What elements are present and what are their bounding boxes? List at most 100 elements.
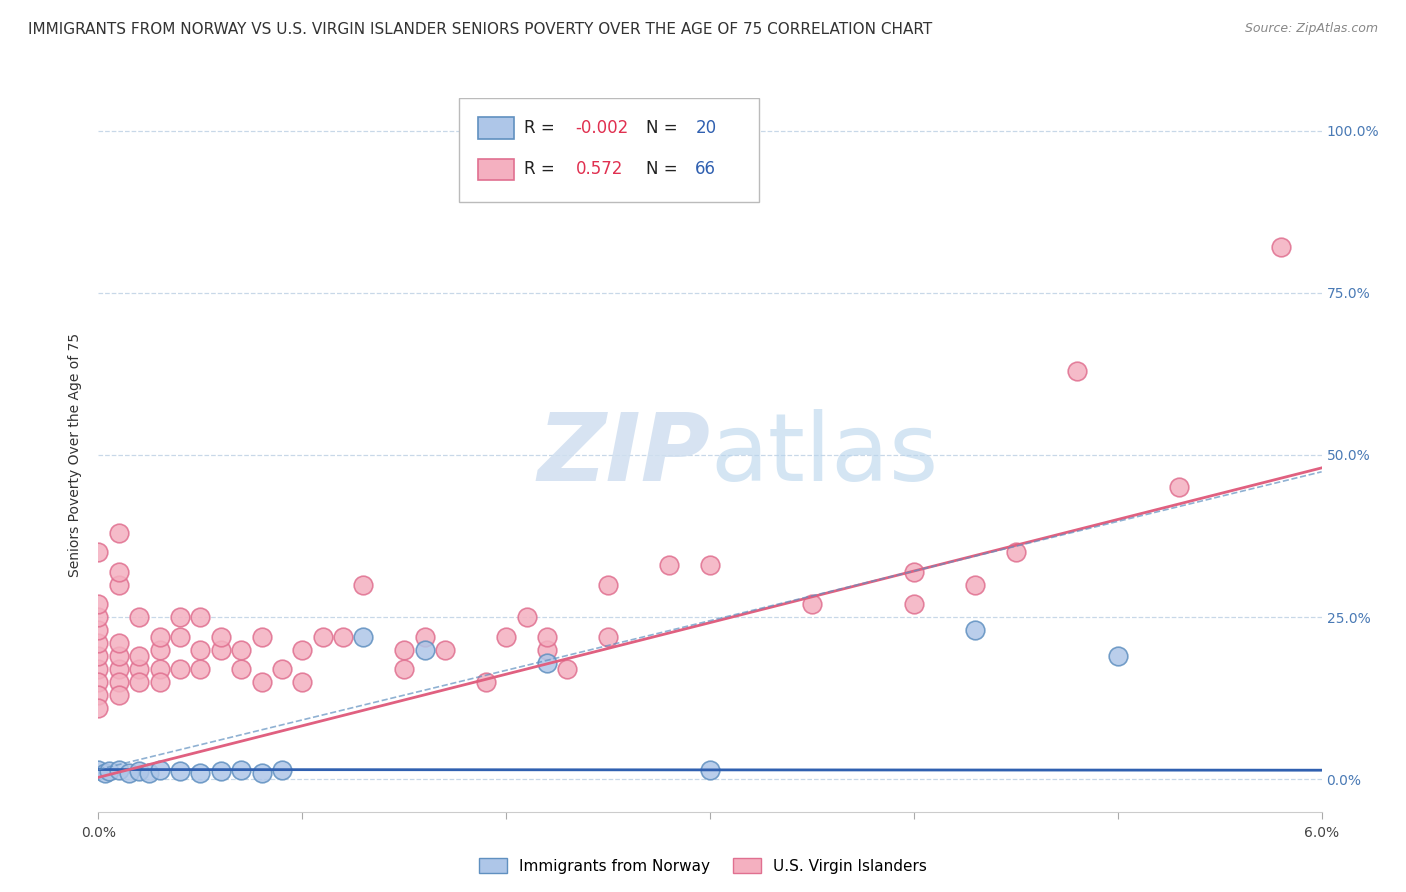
Point xyxy=(87,688,110,702)
Point xyxy=(108,688,131,702)
Point xyxy=(536,642,558,657)
Point xyxy=(108,675,131,690)
Point xyxy=(392,662,416,676)
Point xyxy=(149,630,172,644)
Point xyxy=(108,577,131,591)
Text: atlas: atlas xyxy=(710,409,938,501)
Point xyxy=(291,675,314,690)
Point xyxy=(169,662,191,676)
Point xyxy=(149,763,172,777)
Point xyxy=(87,623,110,637)
Point xyxy=(1066,363,1088,377)
Point xyxy=(250,630,273,644)
Point xyxy=(138,765,160,780)
Point xyxy=(555,662,579,676)
Point xyxy=(149,675,172,690)
Point xyxy=(209,630,232,644)
Point xyxy=(963,623,986,637)
Point xyxy=(149,662,172,676)
Point xyxy=(903,597,925,611)
Point xyxy=(169,764,191,779)
Point xyxy=(963,577,986,591)
Point xyxy=(903,565,925,579)
Point xyxy=(699,558,721,573)
Point xyxy=(598,577,620,591)
Text: 0.572: 0.572 xyxy=(575,161,623,178)
Point xyxy=(536,630,558,644)
Point xyxy=(87,763,110,777)
Point xyxy=(495,630,517,644)
Point xyxy=(118,765,141,780)
Y-axis label: Seniors Poverty Over the Age of 75: Seniors Poverty Over the Age of 75 xyxy=(69,333,83,577)
Text: 66: 66 xyxy=(696,161,716,178)
Point xyxy=(87,597,110,611)
Point xyxy=(291,642,314,657)
Point xyxy=(516,610,538,624)
Text: 20: 20 xyxy=(696,120,717,137)
Point xyxy=(250,765,273,780)
Point xyxy=(392,642,416,657)
Text: Source: ZipAtlas.com: Source: ZipAtlas.com xyxy=(1244,22,1378,36)
Point xyxy=(87,610,110,624)
Point xyxy=(474,675,498,690)
Text: N =: N = xyxy=(647,161,683,178)
Point xyxy=(1107,648,1129,663)
Point xyxy=(108,763,131,777)
Text: ZIP: ZIP xyxy=(537,409,710,501)
Point xyxy=(231,662,253,676)
Text: N =: N = xyxy=(647,120,683,137)
Point xyxy=(209,642,232,657)
Point xyxy=(108,565,131,579)
Point xyxy=(108,662,131,676)
Point xyxy=(699,763,721,777)
Point xyxy=(1004,545,1026,559)
Point xyxy=(1270,240,1292,254)
Point xyxy=(149,642,172,657)
Point xyxy=(128,675,150,690)
Point xyxy=(801,597,824,611)
Point xyxy=(413,630,436,644)
Point xyxy=(87,636,110,650)
Point xyxy=(188,765,212,780)
Point xyxy=(352,630,374,644)
Point xyxy=(93,765,115,780)
Legend: Immigrants from Norway, U.S. Virgin Islanders: Immigrants from Norway, U.S. Virgin Isla… xyxy=(474,852,932,880)
Point xyxy=(332,630,354,644)
Point xyxy=(1167,480,1189,494)
Point xyxy=(270,662,292,676)
Point xyxy=(231,642,253,657)
Point xyxy=(188,642,212,657)
Point xyxy=(188,610,212,624)
Point xyxy=(128,648,150,663)
Point xyxy=(87,662,110,676)
Point xyxy=(128,662,150,676)
Point xyxy=(87,675,110,690)
Point xyxy=(311,630,335,644)
Text: IMMIGRANTS FROM NORWAY VS U.S. VIRGIN ISLANDER SENIORS POVERTY OVER THE AGE OF 7: IMMIGRANTS FROM NORWAY VS U.S. VIRGIN IS… xyxy=(28,22,932,37)
Bar xyxy=(478,118,515,139)
Point xyxy=(433,642,456,657)
Point xyxy=(209,764,232,779)
Point xyxy=(250,675,273,690)
Point xyxy=(87,545,110,559)
FancyBboxPatch shape xyxy=(460,98,759,202)
Point xyxy=(169,610,191,624)
Point xyxy=(658,558,681,573)
Point xyxy=(270,763,292,777)
Bar xyxy=(478,159,515,180)
Point xyxy=(413,642,436,657)
Point xyxy=(231,763,253,777)
Point xyxy=(108,648,131,663)
Point xyxy=(128,764,150,779)
Point xyxy=(536,656,558,670)
Point xyxy=(87,701,110,715)
Point xyxy=(108,636,131,650)
Text: R =: R = xyxy=(524,120,560,137)
Point xyxy=(128,610,150,624)
Point xyxy=(108,525,131,540)
Point xyxy=(97,764,120,779)
Point xyxy=(188,662,212,676)
Text: -0.002: -0.002 xyxy=(575,120,628,137)
Point xyxy=(598,630,620,644)
Point xyxy=(169,630,191,644)
